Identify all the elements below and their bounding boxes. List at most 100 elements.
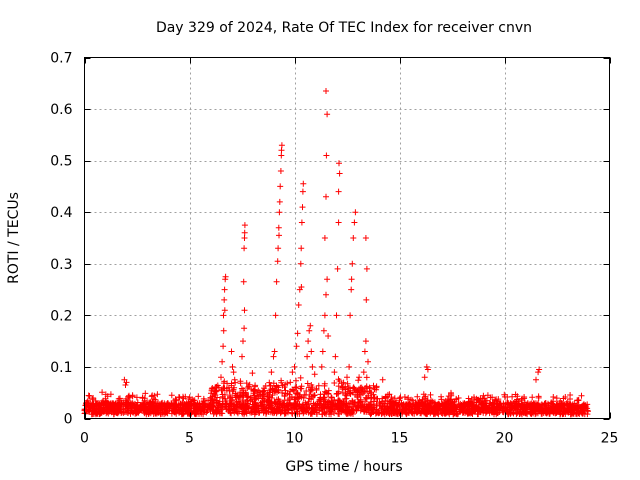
data-point — [220, 343, 227, 350]
data-points — [81, 88, 591, 418]
data-point — [321, 394, 328, 401]
data-point — [281, 406, 288, 413]
data-point — [336, 378, 343, 384]
data-point — [106, 406, 113, 412]
data-point — [537, 405, 543, 412]
data-point — [210, 410, 217, 417]
data-point — [220, 312, 227, 319]
data-point — [324, 111, 331, 118]
y-tick-label: 0.6 — [50, 102, 72, 118]
data-point — [425, 408, 432, 415]
data-point — [346, 363, 353, 370]
data-point — [199, 402, 206, 409]
data-point — [229, 407, 236, 414]
data-point — [577, 405, 584, 412]
data-point — [321, 380, 328, 387]
data-point — [241, 229, 248, 236]
data-point — [269, 392, 276, 399]
data-point — [226, 406, 233, 413]
data-point — [196, 403, 203, 410]
data-point — [283, 402, 290, 409]
data-point — [578, 392, 585, 399]
data-point — [488, 407, 495, 413]
data-point — [532, 400, 539, 407]
data-point — [475, 405, 482, 412]
data-point — [509, 393, 516, 400]
data-point — [243, 404, 250, 411]
data-point — [192, 404, 199, 411]
data-point — [535, 369, 542, 376]
data-point — [278, 142, 285, 149]
data-point — [318, 363, 325, 370]
data-point — [347, 312, 354, 319]
y-tick-labels: 0 0.1 0.2 0.3 0.4 0.5 0.6 0.7 — [50, 51, 72, 428]
data-point — [414, 406, 421, 413]
data-point — [252, 396, 258, 403]
data-point — [177, 400, 184, 407]
data-point — [436, 401, 443, 408]
data-point — [311, 371, 318, 378]
data-point — [492, 397, 499, 404]
data-point — [240, 392, 247, 399]
data-point — [421, 374, 428, 381]
data-point — [313, 411, 320, 417]
data-point — [365, 358, 371, 365]
data-point — [518, 401, 525, 408]
data-point — [319, 411, 326, 418]
data-point — [324, 276, 331, 283]
data-point — [352, 403, 359, 410]
data-point — [249, 408, 256, 414]
data-point — [471, 407, 478, 414]
y-tick-label: 0.5 — [50, 154, 72, 170]
data-point — [238, 385, 245, 392]
data-point — [542, 400, 549, 406]
data-point — [455, 395, 462, 401]
data-point — [102, 395, 109, 402]
data-point — [328, 394, 335, 401]
data-point — [291, 363, 298, 370]
data-point — [423, 363, 430, 370]
data-point — [147, 405, 153, 412]
data-point — [313, 385, 320, 392]
data-point — [319, 348, 326, 355]
data-point — [292, 384, 299, 391]
data-point — [441, 403, 447, 409]
data-point — [239, 353, 245, 360]
data-point — [575, 397, 582, 404]
data-point — [337, 398, 344, 405]
data-point — [480, 392, 487, 399]
data-point — [306, 327, 313, 334]
data-point — [145, 411, 152, 417]
data-point — [475, 398, 482, 405]
data-point — [533, 406, 539, 413]
data-point — [158, 401, 165, 408]
data-point — [90, 395, 97, 401]
data-point — [472, 404, 479, 411]
data-point — [287, 379, 294, 386]
data-point — [486, 407, 493, 414]
data-point — [517, 406, 524, 413]
data-point — [150, 396, 157, 403]
data-point — [349, 260, 356, 267]
data-point — [567, 396, 573, 402]
data-point — [170, 397, 177, 404]
y-tick-label: 0 — [64, 412, 73, 428]
data-point — [305, 400, 311, 407]
data-point — [240, 278, 247, 285]
data-point — [200, 395, 207, 402]
data-point — [363, 265, 370, 272]
data-point — [120, 406, 127, 413]
data-point — [308, 348, 315, 355]
data-point — [215, 384, 222, 391]
data-point — [470, 408, 476, 415]
data-point — [368, 389, 375, 396]
data-point — [532, 407, 538, 414]
data-point — [272, 388, 278, 395]
data-point — [123, 379, 130, 386]
data-point — [129, 409, 136, 416]
data-point — [448, 389, 454, 396]
data-point — [195, 393, 202, 400]
data-point — [550, 398, 557, 405]
data-point — [373, 406, 380, 413]
